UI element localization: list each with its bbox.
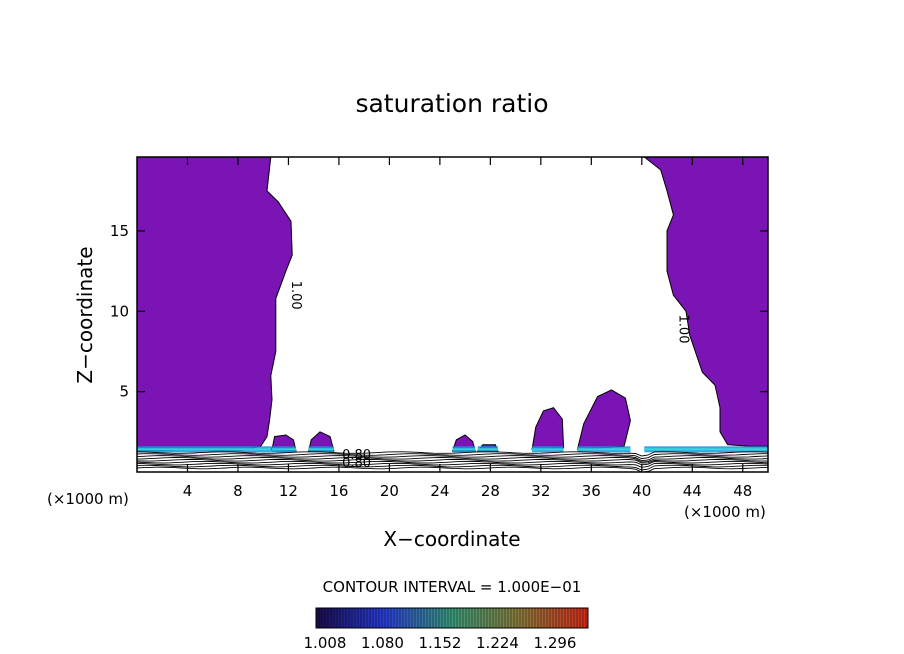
x-axis-title: X−coordinate	[383, 527, 520, 551]
y-tick-label: 5	[119, 383, 129, 401]
contour-label: 0.80	[342, 456, 371, 471]
y-axis-title: Z−coordinate	[73, 246, 97, 383]
surface-contour-line	[136, 459, 769, 464]
chart-title: saturation ratio	[355, 89, 548, 118]
contour-label: 0.80	[342, 448, 371, 463]
y-tick-label: 15	[110, 222, 129, 240]
x-axis-ticks: 4 8 12 16 20 24 28 32 36 40 44 48	[183, 157, 752, 500]
cloud-base-highlight-cell-32	[532, 448, 564, 451]
moist-region-fills	[136, 156, 769, 453]
x-tick-label: 16	[329, 482, 348, 500]
colorbar-tick-label: 1.152	[419, 634, 462, 652]
cloud-base-highlight-cell-28	[477, 448, 498, 451]
colorbar-tick-label: 1.296	[534, 634, 577, 652]
x-unit-label-right: (×1000 m)	[684, 503, 766, 521]
y-axis-ticks: 5 10 15	[110, 222, 768, 401]
surface-contour-line	[136, 460, 769, 466]
cloud-base-highlight-cell-37	[577, 448, 631, 451]
x-unit-label-left: (×1000 m)	[47, 490, 129, 508]
x-tick-label: 36	[582, 482, 601, 500]
cloud-base-highlight-cell-12	[272, 448, 296, 451]
surface-contour-line	[136, 455, 769, 462]
moist-region-cell-32	[531, 407, 565, 451]
x-tick-label: 40	[632, 482, 651, 500]
surface-contour-line	[136, 462, 769, 468]
low-level-contour-lines	[136, 451, 769, 473]
cloud-base-highlight-cell-26	[452, 448, 476, 451]
surface-contour-line	[136, 453, 768, 460]
contour-label: 1.00	[676, 315, 691, 344]
x-tick-label: 32	[531, 482, 550, 500]
x-tick-label: 12	[279, 482, 298, 500]
cloud-base-highlight-left	[137, 448, 293, 451]
surface-contour-line	[136, 466, 769, 473]
x-tick-label: 44	[683, 482, 702, 500]
x-tick-label: 20	[380, 482, 399, 500]
plot-area: 1.00 1.00 0.800.80	[136, 156, 769, 473]
contour-labels: 1.00 1.00 0.800.80	[288, 281, 691, 471]
surface-contour-line	[136, 451, 769, 457]
colorbar-stripes	[315, 608, 587, 628]
x-tick-label: 8	[233, 482, 243, 500]
x-tick-label: 24	[430, 482, 449, 500]
colorbar-tick-label: 1.080	[361, 634, 404, 652]
colorbar: 1.008 1.080 1.152 1.224 1.296	[304, 607, 589, 652]
plot-frame	[136, 156, 769, 473]
colorbar-tick-label: 1.224	[476, 634, 519, 652]
moist-region-cell-37	[576, 389, 631, 451]
surface-contour-line	[136, 457, 769, 463]
contour-label: 1.00	[288, 281, 303, 310]
cloud-base-highlight-right	[644, 448, 768, 451]
contour-interval-text: CONTOUR INTERVAL = 1.000E−01	[323, 578, 582, 596]
moist-region-left	[136, 156, 293, 452]
cloud-base-highlight-cell-14	[308, 448, 334, 451]
surface-contour-line	[136, 464, 768, 471]
x-tick-label: 28	[481, 482, 500, 500]
moist-region-right	[642, 156, 769, 447]
colorbar-tick-labels: 1.008 1.080 1.152 1.224 1.296	[304, 634, 577, 652]
y-tick-label: 10	[110, 302, 129, 320]
x-tick-label: 4	[183, 482, 193, 500]
colorbar-tick-label: 1.008	[304, 634, 347, 652]
x-tick-label: 48	[733, 482, 752, 500]
